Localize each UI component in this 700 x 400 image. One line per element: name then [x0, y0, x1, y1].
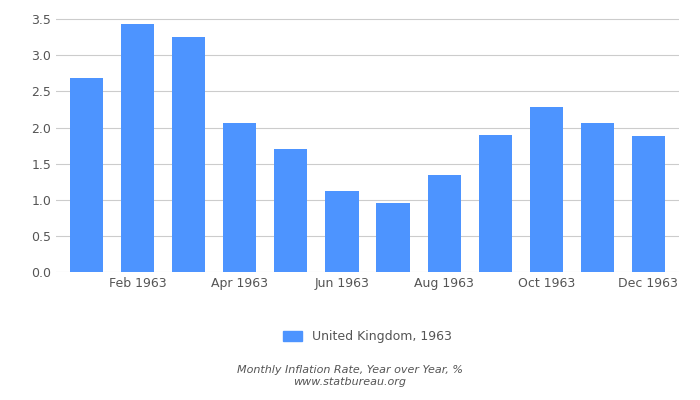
- Bar: [70, 78, 103, 272]
- Legend: United Kingdom, 1963: United Kingdom, 1963: [278, 325, 457, 348]
- Bar: [530, 107, 563, 272]
- Bar: [377, 203, 410, 272]
- Bar: [581, 122, 614, 272]
- Bar: [121, 24, 154, 272]
- Bar: [479, 135, 512, 272]
- Bar: [274, 149, 307, 272]
- Bar: [172, 37, 205, 272]
- Bar: [223, 122, 256, 272]
- Bar: [632, 136, 665, 272]
- Bar: [428, 175, 461, 272]
- Text: Monthly Inflation Rate, Year over Year, %: Monthly Inflation Rate, Year over Year, …: [237, 365, 463, 375]
- Text: www.statbureau.org: www.statbureau.org: [293, 377, 407, 387]
- Bar: [326, 191, 358, 272]
